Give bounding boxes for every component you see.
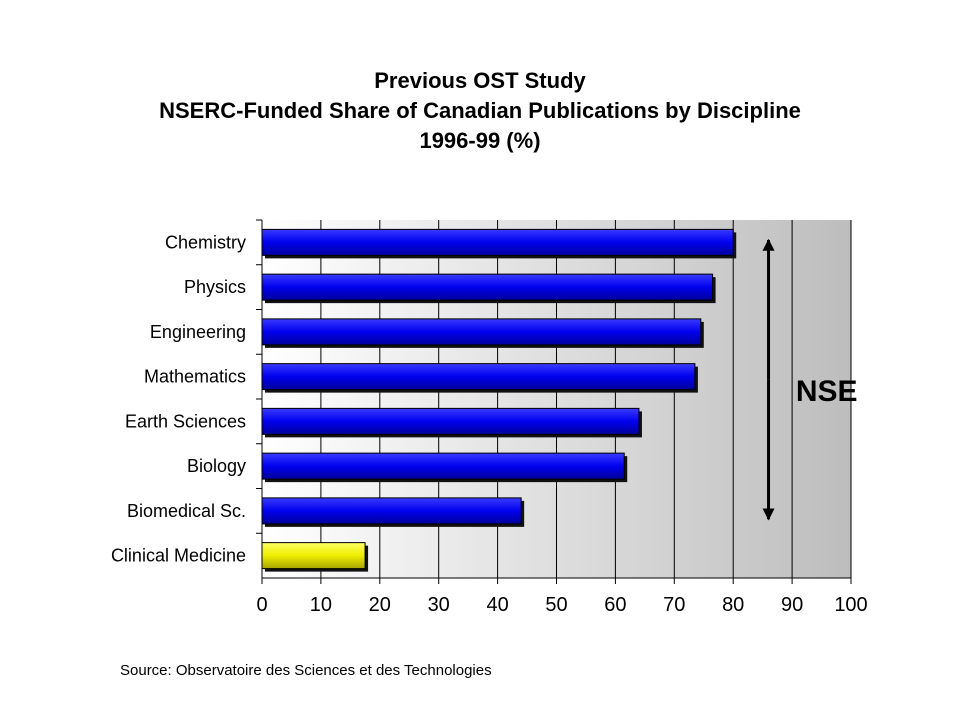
category-label: Clinical Medicine [111, 546, 246, 566]
category-label: Mathematics [144, 367, 246, 387]
category-label: Earth Sciences [125, 411, 246, 431]
bar [261, 452, 625, 480]
title-line-2: NSERC-Funded Share of Canadian Publicati… [159, 98, 801, 123]
category-label: Biology [187, 456, 246, 476]
x-tick-label: 90 [781, 594, 803, 616]
bar [261, 318, 702, 346]
x-tick-label: 80 [722, 594, 744, 616]
x-tick-label: 100 [834, 594, 867, 616]
bar [261, 542, 366, 570]
title-line-1: Previous OST Study [374, 68, 586, 93]
category-label: Physics [184, 277, 246, 297]
x-tick-label: 10 [310, 594, 332, 616]
x-tick-label: 70 [663, 594, 685, 616]
nse-label: NSE [796, 375, 858, 408]
chart-title: Previous OST Study NSERC-Funded Share of… [0, 66, 960, 156]
x-tick-label: 0 [256, 594, 267, 616]
bar [261, 273, 714, 301]
x-tick-label: 50 [545, 594, 567, 616]
category-label: Engineering [150, 322, 246, 342]
bar [261, 497, 522, 525]
source-note: Source: Observatoire des Sciences et des… [120, 662, 492, 679]
x-tick-label: 30 [428, 594, 450, 616]
bar [261, 363, 696, 391]
x-tick-label: 40 [486, 594, 508, 616]
x-tick-label: 60 [604, 594, 626, 616]
x-tick-label: 20 [369, 594, 391, 616]
bar [261, 407, 640, 435]
category-label: Biomedical Sc. [127, 501, 246, 521]
category-label: Chemistry [165, 232, 246, 252]
title-line-3: 1996-99 (%) [419, 128, 541, 153]
bar [261, 228, 734, 256]
